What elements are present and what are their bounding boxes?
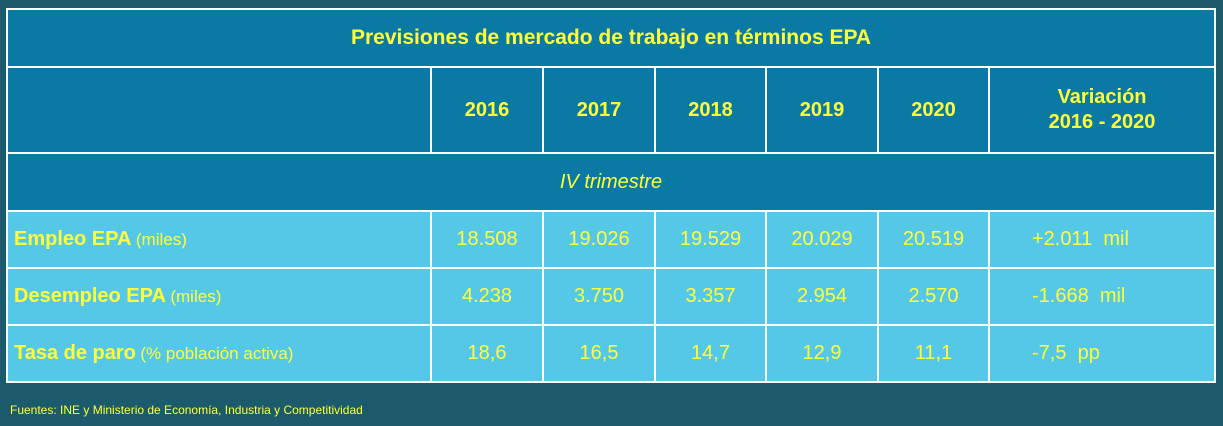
row-value: 20.029	[765, 210, 879, 269]
header-year-2016: 2016	[430, 66, 544, 154]
row-value: 4.238	[430, 267, 544, 326]
row-name: Tasa de paro	[14, 342, 136, 364]
row-value: 11,1	[877, 324, 990, 383]
header-variation-line2: 2016 - 2020	[1048, 111, 1156, 133]
header-variation-line1: Variación	[1057, 86, 1147, 108]
row-variation: +2.011 mil	[987, 210, 1217, 269]
row-unit: (miles)	[135, 230, 187, 249]
header-year-2017: 2017	[542, 66, 656, 154]
row-value: 16,5	[542, 324, 656, 383]
row-value: 12,9	[765, 324, 879, 383]
row-label: Desempleo EPA (miles)	[6, 267, 432, 326]
sources-note: Fuentes: INE y Ministerio de Economía, I…	[10, 403, 363, 417]
header-row: 2016 2017 2018 2019 2020 Variación 2016 …	[6, 66, 1217, 154]
row-value: 3.357	[654, 267, 767, 326]
row-name: Desempleo EPA	[14, 285, 166, 307]
table-title: Previsiones de mercado de trabajo en tér…	[5, 8, 1217, 68]
header-variation: Variación 2016 - 2020	[987, 66, 1217, 154]
table-row: Desempleo EPA (miles) 4.238 3.750 3.357 …	[6, 267, 1217, 326]
row-value: 19.529	[654, 210, 767, 269]
row-value: 20.519	[877, 210, 990, 269]
header-year-2018: 2018	[654, 66, 767, 154]
title-row: Previsiones de mercado de trabajo en tér…	[5, 8, 1217, 68]
row-variation: -7,5 pp	[987, 324, 1217, 383]
row-value: 3.750	[542, 267, 656, 326]
header-year-2020: 2020	[877, 66, 990, 154]
table-row: Tasa de paro (% población activa) 18,6 1…	[6, 324, 1217, 383]
row-name: Empleo EPA	[14, 228, 132, 250]
row-value: 18.508	[430, 210, 544, 269]
header-empty-cell	[6, 66, 432, 154]
subheader-quarter: IV trimestre	[5, 152, 1217, 212]
row-label: Tasa de paro (% población activa)	[6, 324, 432, 383]
subheader-row: IV trimestre	[5, 152, 1217, 212]
header-year-2019: 2019	[765, 66, 879, 154]
row-value: 14,7	[654, 324, 767, 383]
row-unit: (miles)	[170, 287, 222, 306]
row-unit: (% población activa)	[140, 344, 294, 363]
row-value: 18,6	[430, 324, 544, 383]
row-value: 2.570	[877, 267, 990, 326]
row-variation: -1.668 mil	[987, 267, 1217, 326]
row-value: 2.954	[765, 267, 879, 326]
table-row: Empleo EPA (miles) 18.508 19.026 19.529 …	[6, 210, 1217, 269]
row-label: Empleo EPA (miles)	[6, 210, 432, 269]
labor-market-forecast-table: Previsiones de mercado de trabajo en tér…	[5, 8, 1217, 383]
row-value: 19.026	[542, 210, 656, 269]
